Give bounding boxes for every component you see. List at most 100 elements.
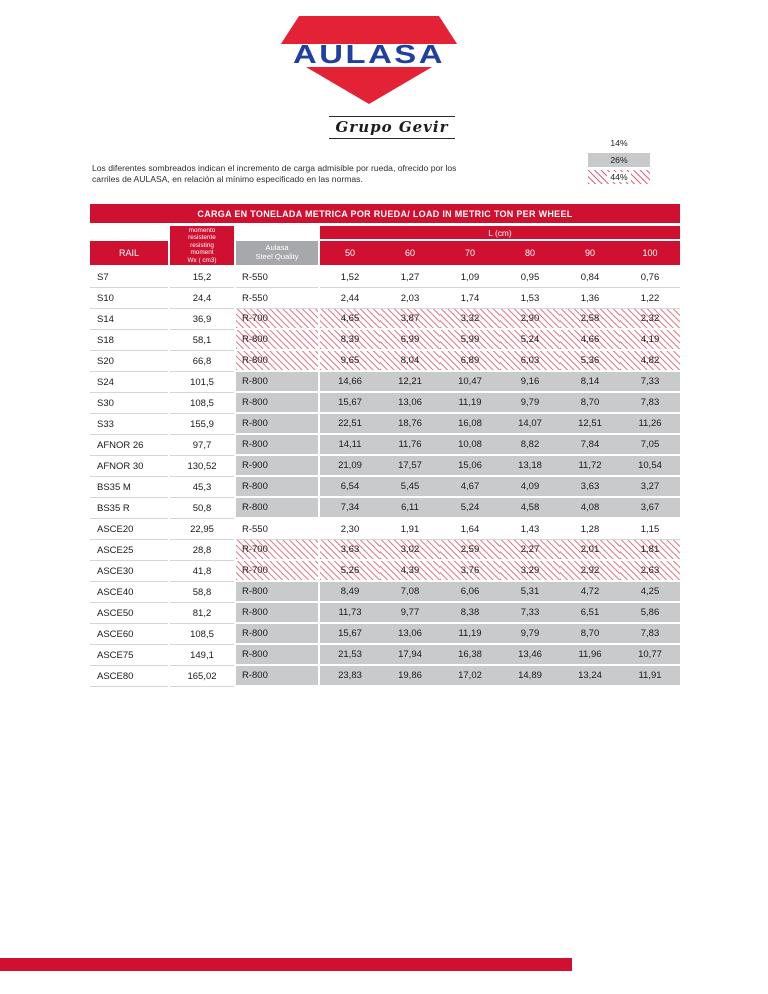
moment-header: momento resistente resisting moment Wx (…	[170, 226, 234, 265]
legend-item-44: 44%	[588, 170, 688, 184]
quality-header-line: Steel Quality	[255, 252, 299, 261]
rail-name-cell: BS35 M	[90, 477, 168, 498]
load-value-cell: 1,27	[380, 267, 440, 288]
table-row: AFNOR 26 97,7 R-800 14,11 11,76 10,08 8,82 7…	[90, 435, 680, 456]
steel-quality-cell: R-800	[236, 582, 318, 603]
load-value-cell: 7,83	[620, 393, 680, 414]
load-value-cell: 6,54	[320, 477, 380, 498]
steel-quality-cell: R-700	[236, 540, 318, 561]
load-value-cell: 5,86	[620, 603, 680, 624]
load-value-cell: 4,25	[620, 582, 680, 603]
load-value-cell: 13,06	[380, 624, 440, 645]
load-values: 8,49 7,08 6,06 5,31 4,72 4,25	[320, 582, 680, 603]
table-row: BS35 M 45,3 R-800 6,54 5,45 4,67 4,09 3,63 3,…	[90, 477, 680, 498]
load-value-cell: 7,83	[620, 624, 680, 645]
load-value-cell: 15,67	[320, 624, 380, 645]
load-value-cell: 1,09	[440, 267, 500, 288]
rail-name-cell: ASCE30	[90, 561, 168, 582]
load-value-cell: 5,36	[560, 351, 620, 372]
load-value-cell: 1,22	[620, 288, 680, 309]
table-row: ASCE20 22,95 R-550 2,30 1,91 1,64 1,43 1,28 1…	[90, 519, 680, 540]
steel-quality-cell: R-800	[236, 372, 318, 393]
steel-quality-cell: R-800	[236, 603, 318, 624]
load-value-cell: 5,24	[500, 330, 560, 351]
load-value-cell: 4,09	[500, 477, 560, 498]
load-value-cell: 9,77	[380, 603, 440, 624]
load-value-cell: 8,39	[320, 330, 380, 351]
load-value-cell: 4,65	[320, 309, 380, 330]
table-row: ASCE30 41,8 R-700 5,26 4,39 3,76 3,29 2,92 2,…	[90, 561, 680, 582]
load-value-cell: 12,21	[380, 372, 440, 393]
steel-quality-cell: R-550	[236, 267, 318, 288]
load-value-cell: 3,02	[380, 540, 440, 561]
load-value-cell: 14,89	[500, 666, 560, 687]
rail-name-cell: AFNOR 26	[90, 435, 168, 456]
load-value-cell: 3,29	[500, 561, 560, 582]
load-values: 15,67 13,06 11,19 9,79 8,70 7,83	[320, 624, 680, 645]
steel-quality-cell: R-800	[236, 330, 318, 351]
load-value-cell: 8,14	[560, 372, 620, 393]
length-header-cell: 70	[464, 248, 475, 258]
load-values: 4,65 3,87 3,32 2,90 2,58 2,32	[320, 309, 680, 330]
rail-name-cell: AFNOR 30	[90, 456, 168, 477]
header-spacer	[236, 226, 318, 241]
length-header-cell: 50	[344, 248, 355, 258]
wx-value-cell: 108,5	[170, 624, 234, 645]
moment-header-line: moment	[190, 249, 214, 257]
table-row: S10 24,4 R-550 2,44 2,03 1,74 1,53 1,36 1,22	[90, 288, 680, 309]
load-value-cell: 11,19	[440, 393, 500, 414]
steel-quality-cell: R-700	[236, 561, 318, 582]
steel-quality-cell: R-800	[236, 624, 318, 645]
legend-label: 14%	[610, 138, 628, 148]
steel-quality-cell: R-800	[236, 498, 318, 519]
steel-quality-cell: R-800	[236, 435, 318, 456]
legend-swatch-hatch: 44%	[588, 170, 650, 184]
load-value-cell: 7,33	[500, 603, 560, 624]
steel-quality-cell: R-800	[236, 414, 318, 435]
table-row: S7 15,2 R-550 1,52 1,27 1,09 0,95 0,84 0,76	[90, 267, 680, 288]
load-value-cell: 10,08	[440, 435, 500, 456]
table-row: BS35 R 50,8 R-800 7,34 6,11 5,24 4,58 4,08 3,…	[90, 498, 680, 519]
load-value-cell: 9,16	[500, 372, 560, 393]
load-value-cell: 4,82	[620, 351, 680, 372]
load-values: 15,67 13,06 11,19 9,79 8,70 7,83	[320, 393, 680, 414]
load-value-cell: 1,43	[500, 519, 560, 540]
load-value-cell: 10,47	[440, 372, 500, 393]
rail-name-cell: ASCE25	[90, 540, 168, 561]
table-row: ASCE75 149,1 R-800 21,53 17,94 16,38 13,46 1…	[90, 645, 680, 666]
load-value-cell: 1,64	[440, 519, 500, 540]
load-value-cell: 1,52	[320, 267, 380, 288]
load-value-cell: 12,51	[560, 414, 620, 435]
load-value-cell: 9,79	[500, 624, 560, 645]
load-value-cell: 5,31	[500, 582, 560, 603]
load-values: 21,53 17,94 16,38 13,46 11,96 10,77	[320, 645, 680, 666]
load-value-cell: 13,06	[380, 393, 440, 414]
load-values: 8,39 6,99 5,99 5,24 4,66 4,19	[320, 330, 680, 351]
brand-script-wrap: Grupo Gevir	[322, 116, 462, 139]
rail-name-cell: S33	[90, 414, 168, 435]
wx-value-cell: 50,8	[170, 498, 234, 519]
load-value-cell: 4,67	[440, 477, 500, 498]
load-values: 5,26 4,39 3,76 3,29 2,92 2,63	[320, 561, 680, 582]
table-row: S18 58,1 R-800 8,39 6,99 5,99 5,24 4,66 4,19	[90, 330, 680, 351]
table-row: S30 108,5 R-800 15,67 13,06 11,19 9,79 8,70 7…	[90, 393, 680, 414]
load-value-cell: 2,90	[500, 309, 560, 330]
rail-name-cell: ASCE60	[90, 624, 168, 645]
load-value-cell: 17,57	[380, 456, 440, 477]
steel-quality-cell: R-800	[236, 393, 318, 414]
load-value-cell: 10,77	[620, 645, 680, 666]
load-value-cell: 6,03	[500, 351, 560, 372]
load-value-cell: 2,92	[560, 561, 620, 582]
load-value-cell: 3,27	[620, 477, 680, 498]
load-value-cell: 6,11	[380, 498, 440, 519]
load-values: 22,51 18,76 16,08 14,07 12,51 11,26	[320, 414, 680, 435]
steel-quality-header: Aulasa Steel Quality	[236, 241, 318, 265]
load-value-cell: 4,66	[560, 330, 620, 351]
aulasa-logo: AULASA	[277, 16, 461, 106]
load-value-cell: 8,70	[560, 624, 620, 645]
load-value-cell: 16,08	[440, 414, 500, 435]
wx-value-cell: 15,2	[170, 267, 234, 288]
load-value-cell: 4,58	[500, 498, 560, 519]
load-value-cell: 7,34	[320, 498, 380, 519]
wx-value-cell: 155,9	[170, 414, 234, 435]
